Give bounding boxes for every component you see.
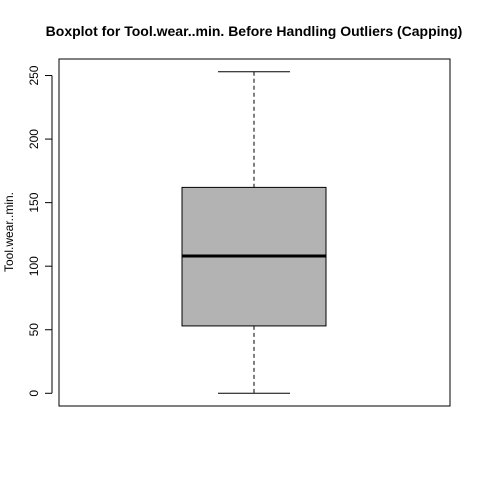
y-tick-label: 150 xyxy=(27,192,41,212)
y-axis: 0 50 100 150 200 250 xyxy=(27,65,52,396)
chart-title: Boxplot for Tool.wear..min. Before Handl… xyxy=(46,23,463,39)
y-axis-label: Tool.wear..min. xyxy=(2,192,16,272)
y-tick-label: 200 xyxy=(27,129,41,149)
y-tick-label: 50 xyxy=(27,323,41,337)
y-tick-label: 0 xyxy=(27,390,41,397)
y-tick-label: 100 xyxy=(27,256,41,276)
box-group xyxy=(182,72,326,394)
y-tick-label: 250 xyxy=(27,65,41,85)
